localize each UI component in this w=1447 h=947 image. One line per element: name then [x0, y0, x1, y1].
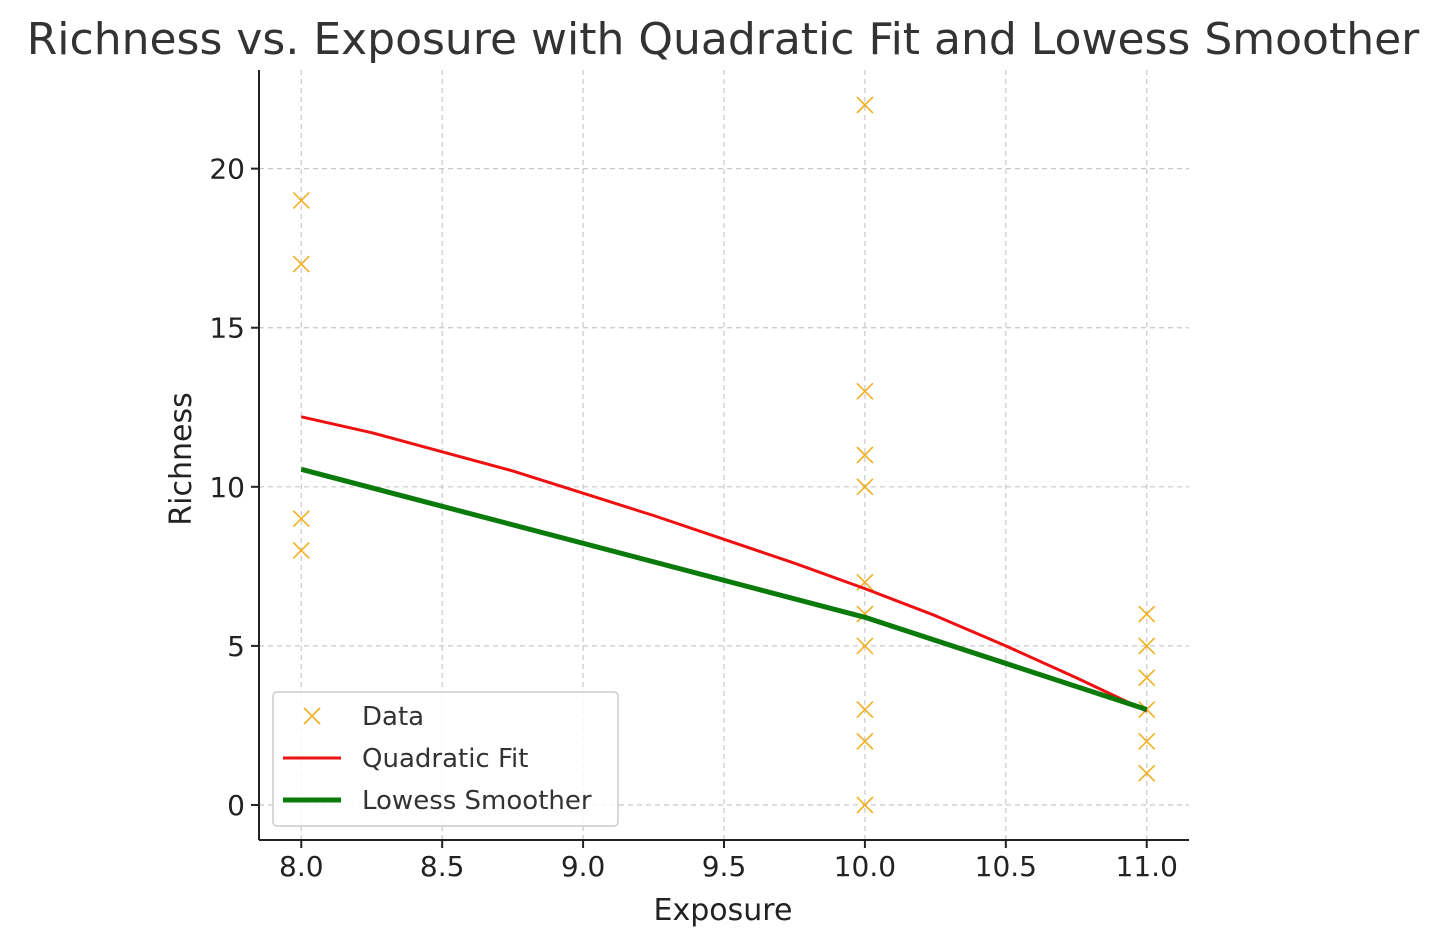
- data-point: [856, 446, 874, 464]
- x-tick-label: 8.5: [420, 850, 465, 883]
- data-point: [292, 191, 310, 210]
- y-tick-label: 0: [227, 789, 245, 822]
- legend-box: [272, 691, 619, 827]
- chart-title: Richness vs. Exposure with Quadratic Fit…: [27, 14, 1420, 65]
- data-point: [1138, 669, 1156, 687]
- quadratic-fit-line: [300, 415, 1148, 713]
- legend-label: Data: [362, 702, 424, 732]
- data-point: [1138, 764, 1156, 782]
- data-point: [292, 255, 310, 273]
- lowess-smoother-line: [300, 466, 1148, 712]
- x-tick-label: 10.0: [834, 850, 896, 883]
- legend: Data Quadratic Fit Lowess Smoother: [272, 691, 619, 827]
- data-point: [292, 510, 310, 528]
- data-point: [292, 541, 310, 560]
- x-tick-label: 9.5: [702, 850, 747, 883]
- legend-marker: [303, 707, 321, 725]
- data-point: [856, 96, 874, 114]
- data-point: [856, 700, 874, 719]
- x-tick-label: 10.5: [975, 850, 1037, 883]
- data-point: [856, 732, 874, 750]
- data-point: [1138, 605, 1156, 623]
- data-point: [1138, 732, 1156, 750]
- x-tick-label: 9.0: [561, 850, 606, 883]
- data-point: [856, 796, 874, 814]
- legend-label: Quadratic Fit: [362, 744, 528, 774]
- y-tick-label: 15: [209, 312, 245, 345]
- y-axis-label: Richness: [164, 392, 199, 525]
- y-tick-label: 5: [227, 630, 245, 663]
- y-tick-label: 10: [209, 471, 245, 504]
- data-point: [856, 478, 874, 496]
- x-axis-label: Exposure: [654, 893, 793, 928]
- legend-label: Lowess Smoother: [362, 786, 592, 816]
- x-tick-label: 11.0: [1116, 850, 1178, 883]
- data-point: [856, 637, 874, 655]
- axes: 8.0 8.5 9.0 9.5 10.0 10.5 11.0 0 5 10 15 20: [209, 70, 1189, 883]
- data-point: [856, 382, 874, 400]
- plot-area: [292, 96, 1156, 814]
- data-point: [1138, 637, 1156, 655]
- x-tick-label: 8.0: [279, 850, 324, 883]
- y-tick-label: 20: [209, 153, 245, 186]
